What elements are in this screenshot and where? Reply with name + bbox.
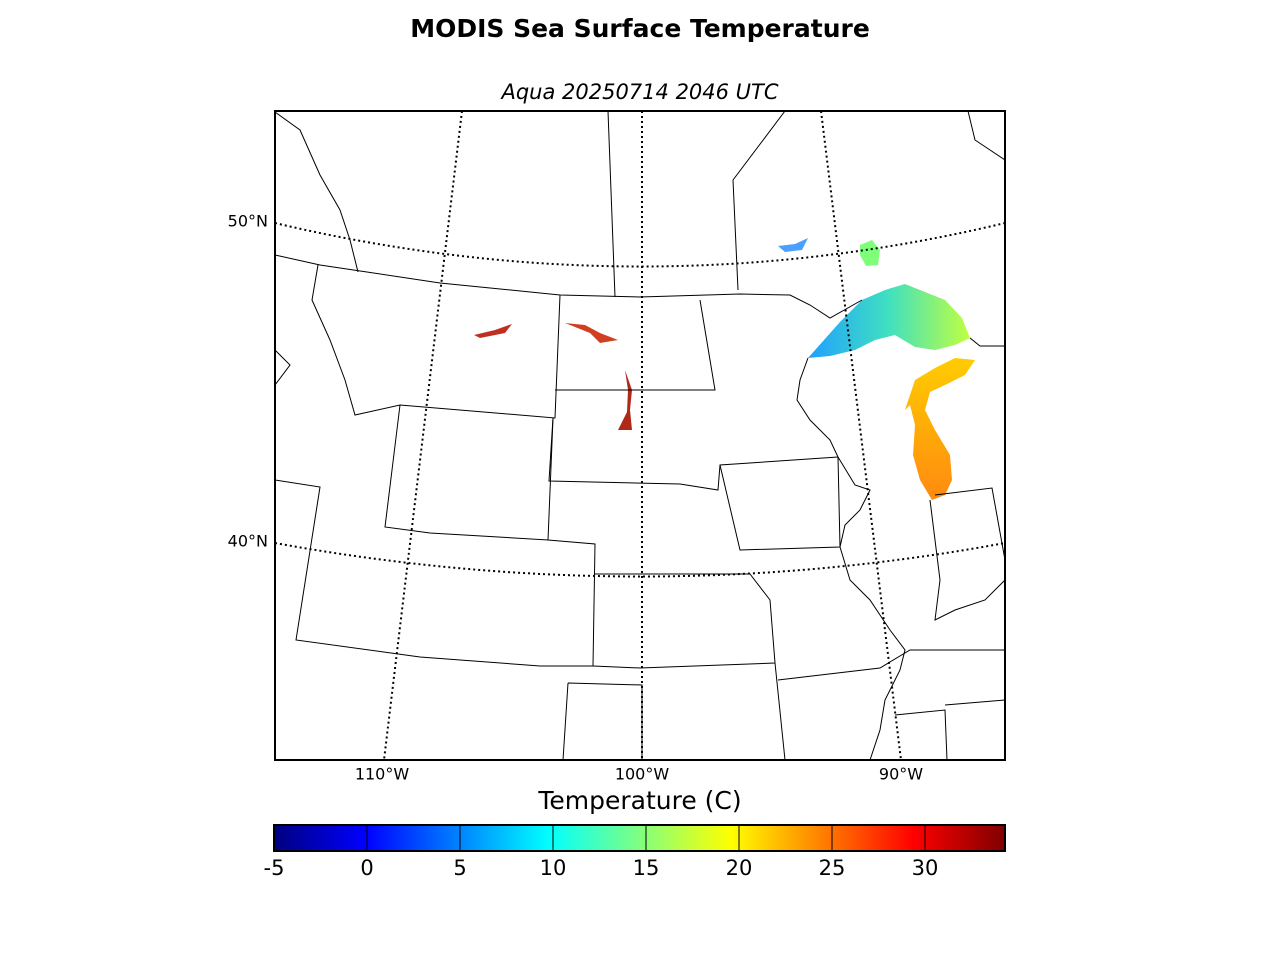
title: MODIS Sea Surface Temperature <box>410 14 870 43</box>
colorbar-label: Temperature (C) <box>537 786 741 815</box>
lon-label: 110°W <box>355 765 410 784</box>
colorbar-tick-label: 30 <box>912 856 939 880</box>
colorbar-ticks: -5 0 5 10 15 20 25 30 <box>264 825 939 880</box>
colorbar-tick-label: 15 <box>633 856 660 880</box>
colorbar-tick-label: 10 <box>540 856 567 880</box>
lon-label: 100°W <box>615 765 670 784</box>
colorbar-tick-label: 5 <box>453 856 466 880</box>
colorbar-tick-label: 20 <box>726 856 753 880</box>
lake-small <box>778 238 808 252</box>
lon-label: 90°W <box>879 765 923 784</box>
lat-label: 50°N <box>228 212 268 231</box>
reservoir <box>474 324 512 338</box>
lat-label: 40°N <box>228 532 268 551</box>
colorbar-tick-label: -5 <box>264 856 285 880</box>
colorbar-tick-label: 0 <box>360 856 373 880</box>
lake-michigan <box>905 358 975 500</box>
lake-nipigon <box>860 240 880 266</box>
map-frame <box>274 110 1006 761</box>
reservoir <box>565 323 618 343</box>
lake-superior <box>808 284 970 358</box>
colorbar-tick-label: 25 <box>819 856 846 880</box>
colorbar <box>273 824 1006 852</box>
subtitle: Aqua 20250714 2046 UTC <box>499 80 778 104</box>
map <box>275 111 1005 760</box>
reservoir <box>618 370 632 430</box>
